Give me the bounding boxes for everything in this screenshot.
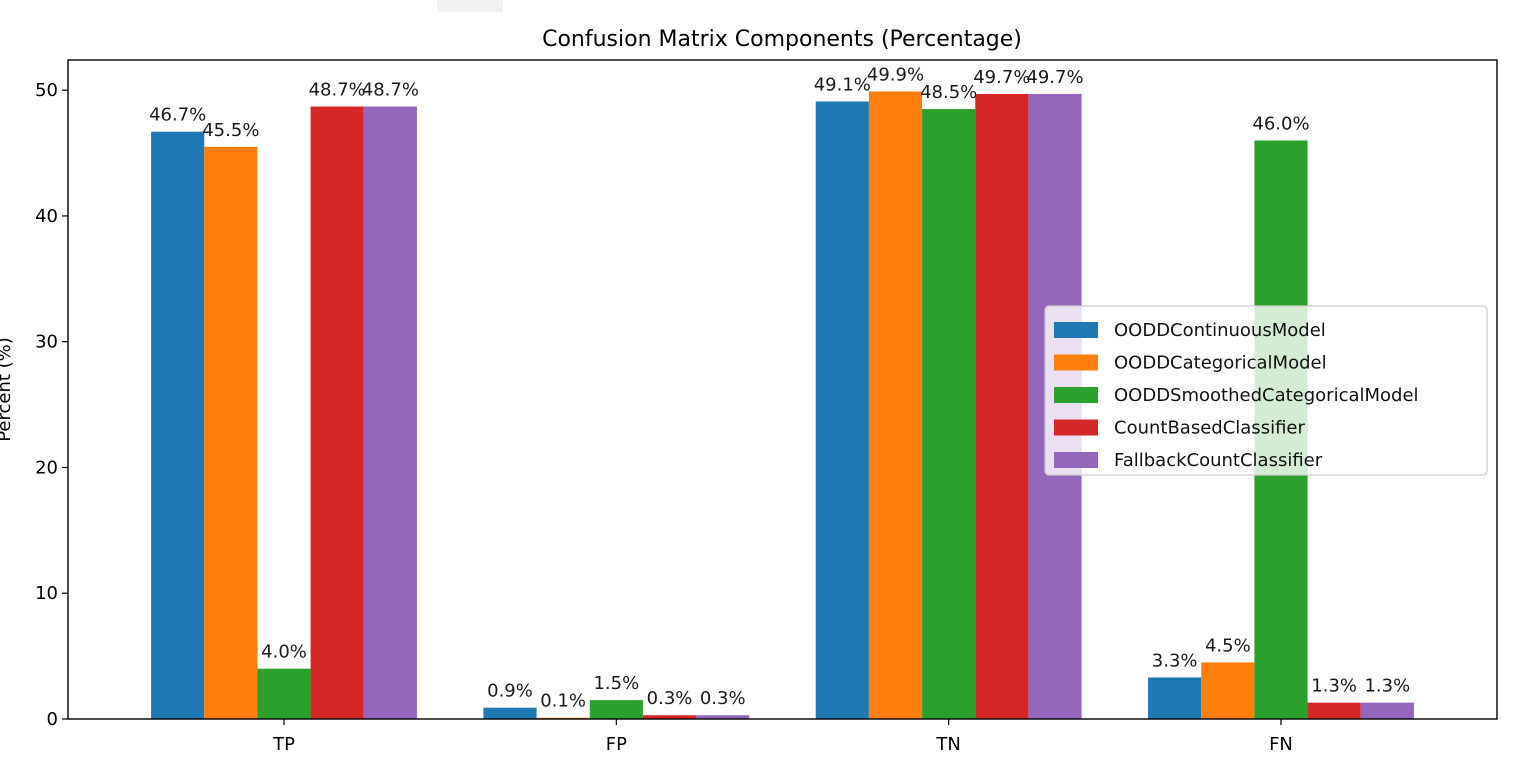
legend-swatch-OODDContinuousModel <box>1054 322 1098 338</box>
y-axis-ticks: 0 10 20 30 40 50 <box>35 80 68 730</box>
data-label-OODDSmoothedCategoricalModel-TN: 48.5% <box>920 82 977 103</box>
data-label-CountBasedClassifier-FN: 1.3% <box>1311 676 1357 697</box>
legend-swatch-OODDCategoricalModel <box>1054 354 1098 371</box>
legend-label-OODDContinuousModel: OODDContinuousModel <box>1114 320 1326 341</box>
data-label-CountBasedClassifier-TP: 48.7% <box>309 80 366 101</box>
bar-OODDCategoricalModel-FN <box>1201 662 1255 719</box>
y-tick-label: 20 <box>35 457 58 478</box>
data-label-OODDCategoricalModel-FN: 4.5% <box>1205 635 1251 656</box>
plot-frame <box>67 59 1498 720</box>
bar-CountBasedClassifier-FP <box>642 715 697 719</box>
bar-OODDContinuousModel-FN <box>1148 677 1202 719</box>
legend-label-OODDCategoricalModel: OODDCategoricalModel <box>1114 353 1327 374</box>
x-tick-label-TN: TN <box>935 734 960 755</box>
y-tick-label: 10 <box>35 583 58 604</box>
bar-OODDSmoothedCategoricalModel-TN <box>922 109 976 719</box>
data-labels-layer: 46.7% 0.9% 49.1% 3.3% 45.5% 0.1% 49.9% 4.5% 4.0%… <box>149 64 1410 711</box>
bar-OODDContinuousModel-TP <box>151 131 205 719</box>
bar-CountBasedClassifier-FN <box>1307 702 1361 719</box>
bar-OODDContinuousModel-FP <box>483 707 537 719</box>
bar-OODDContinuousModel-TN <box>815 101 869 720</box>
legend-box <box>1044 305 1488 476</box>
bar-OODDSmoothedCategoricalModel-FP <box>589 700 643 719</box>
x-tick-label-FN: FN <box>1269 734 1293 755</box>
data-label-OODDSmoothedCategoricalModel-FN: 46.0% <box>1252 113 1309 134</box>
bar-FallbackCountClassifier-FN <box>1360 702 1414 719</box>
y-tick-label: 50 <box>35 80 58 101</box>
data-label-OODDContinuousModel-TP: 46.7% <box>149 105 206 126</box>
legend-label-OODDSmoothedCategoricalModel: OODDSmoothedCategoricalModel <box>1114 385 1419 406</box>
data-label-CountBasedClassifier-FP: 0.3% <box>647 688 693 709</box>
bar-OODDCategoricalModel-TN <box>868 91 923 719</box>
data-label-CountBasedClassifier-TN: 49.7% <box>973 67 1030 88</box>
data-label-OODDSmoothedCategoricalModel-TP: 4.0% <box>261 642 307 663</box>
data-label-OODDCategoricalModel-FP: 0.1% <box>540 691 586 712</box>
data-label-OODDContinuousModel-FP: 0.9% <box>487 681 533 702</box>
bar-CountBasedClassifier-TP <box>310 106 364 719</box>
x-tick-label-FP: FP <box>606 734 627 755</box>
data-label-OODDCategoricalModel-TN: 49.9% <box>867 64 924 85</box>
bar-CountBasedClassifier-TN <box>975 93 1029 719</box>
chart-title: Confusion Matrix Components (Percentage) <box>542 27 1022 52</box>
data-label-FallbackCountClassifier-TP: 48.7% <box>362 80 419 101</box>
legend-swatch-CountBasedClassifier <box>1054 419 1098 436</box>
bar-FallbackCountClassifier-FP <box>696 715 750 719</box>
x-tick-label-TP: TP <box>272 734 295 755</box>
x-axis-ticks: TP FP TN FN <box>272 719 1293 755</box>
legend-label-CountBasedClassifier: CountBasedClassifier <box>1114 418 1305 439</box>
legend: OODDContinuousModel OODDCategoricalModel O… <box>1044 305 1488 476</box>
data-label-FallbackCountClassifier-TN: 49.7% <box>1026 67 1083 88</box>
legend-label-FallbackCountClassifier: FallbackCountClassifier <box>1114 450 1323 471</box>
bar-OODDCategoricalModel-TP <box>204 146 258 719</box>
top-tab-stub <box>437 0 503 12</box>
data-label-OODDSmoothedCategoricalModel-FP: 1.5% <box>593 673 639 694</box>
data-label-OODDContinuousModel-TN: 49.1% <box>814 75 871 96</box>
bar-FallbackCountClassifier-TP <box>363 106 417 719</box>
y-tick-label: 40 <box>35 206 58 227</box>
y-tick-label: 30 <box>35 332 58 353</box>
legend-swatch-OODDSmoothedCategoricalModel <box>1054 387 1098 403</box>
data-label-OODDContinuousModel-FN: 3.3% <box>1152 650 1198 671</box>
data-label-FallbackCountClassifier-FN: 1.3% <box>1364 676 1410 697</box>
y-tick-label: 0 <box>47 709 58 730</box>
y-axis-label: Percent (%) <box>0 337 15 442</box>
legend-swatch-FallbackCountClassifier <box>1054 452 1098 468</box>
data-label-FallbackCountClassifier-FP: 0.3% <box>700 688 746 709</box>
bar-OODDSmoothedCategoricalModel-TP <box>257 668 311 719</box>
data-label-OODDCategoricalModel-TP: 45.5% <box>202 120 259 141</box>
